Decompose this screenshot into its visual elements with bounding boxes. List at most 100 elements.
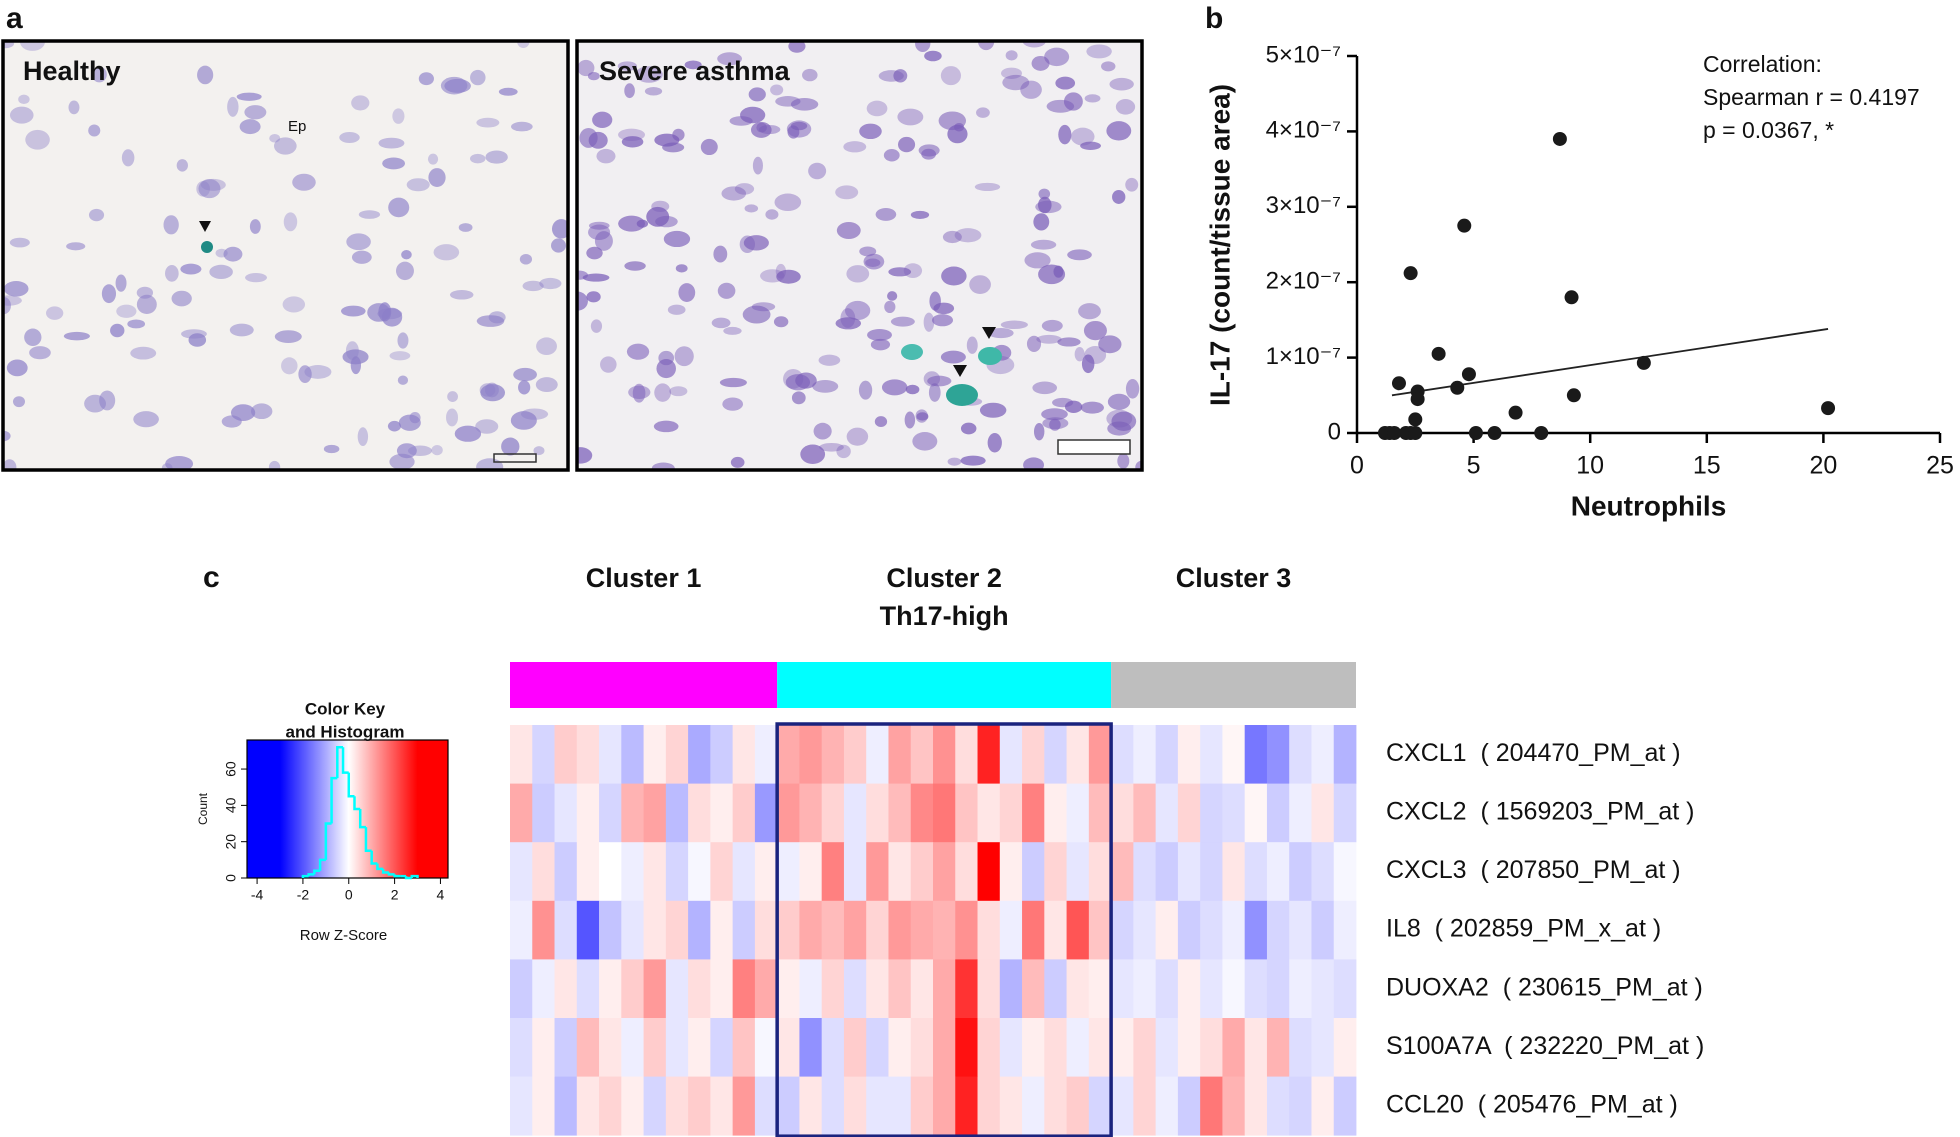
x-tick-label: 0 bbox=[345, 887, 353, 903]
nucleus bbox=[351, 250, 372, 264]
photo-severe bbox=[577, 41, 1142, 470]
nucleus bbox=[398, 414, 421, 431]
nucleus bbox=[292, 173, 316, 191]
nucleus bbox=[927, 375, 952, 387]
nucleus bbox=[711, 317, 731, 329]
nucleus bbox=[136, 294, 157, 315]
heatmap-cell bbox=[1200, 725, 1223, 784]
heatmap-cell bbox=[599, 900, 622, 960]
heatmap-cell bbox=[532, 1018, 555, 1077]
heatmap-cell bbox=[933, 783, 956, 843]
heatmap-cell bbox=[999, 725, 1023, 784]
micrographs: Healthy Ep Severe asthma bbox=[1, 39, 1144, 472]
data-point bbox=[1457, 218, 1472, 233]
nucleus bbox=[3, 295, 22, 306]
y-axis-label: IL-17 (count/tissue area) bbox=[1204, 84, 1235, 406]
heatmap-cell bbox=[888, 900, 912, 960]
nucleus bbox=[812, 379, 839, 393]
heatmap-cell bbox=[510, 959, 533, 1019]
nucleus bbox=[874, 416, 888, 427]
data-point bbox=[1821, 401, 1836, 416]
heatmap-cell bbox=[1177, 959, 1201, 1019]
nucleus bbox=[498, 87, 518, 96]
heatmap-cell bbox=[1133, 1076, 1157, 1136]
row-label: S100A7A ( 232220_PM_at ) bbox=[1386, 1032, 1704, 1060]
annotation: Spearman r = 0.4197 bbox=[1703, 84, 1920, 110]
heatmap-cell bbox=[576, 959, 600, 1019]
nucleus bbox=[770, 84, 784, 96]
heatmap-cell bbox=[621, 1018, 644, 1077]
nucleus bbox=[923, 312, 935, 332]
heatmap-cell bbox=[1177, 1076, 1201, 1136]
nucleus bbox=[846, 427, 869, 446]
nucleus bbox=[1107, 393, 1131, 410]
heatmap-cell bbox=[510, 725, 533, 784]
heatmap-cell bbox=[599, 725, 622, 784]
heatmap-cell bbox=[554, 1018, 578, 1077]
nucleus bbox=[188, 333, 207, 347]
nucleus bbox=[230, 404, 256, 422]
nucleus bbox=[46, 306, 64, 320]
heatmap-cell bbox=[599, 783, 622, 843]
heatmap-cell bbox=[599, 842, 622, 902]
heatmap-cell bbox=[955, 900, 978, 960]
nucleus bbox=[836, 444, 851, 459]
nucleus bbox=[63, 331, 90, 341]
heatmap-cell bbox=[665, 842, 689, 902]
highlight-box bbox=[775, 722, 1113, 1137]
heatmap-cell bbox=[843, 900, 867, 960]
nucleus bbox=[501, 437, 520, 456]
nucleus bbox=[887, 291, 898, 301]
heatmap-cell bbox=[1044, 1018, 1067, 1077]
heatmap-cell bbox=[554, 900, 578, 960]
nucleus bbox=[511, 121, 533, 132]
histogram-step bbox=[301, 874, 309, 878]
heatmap-cell bbox=[1022, 900, 1045, 960]
heatmap-cell bbox=[643, 725, 667, 784]
heatmap-cell bbox=[1066, 900, 1090, 960]
heatmap-cell bbox=[688, 1076, 711, 1136]
heatmap-cell bbox=[1044, 1076, 1067, 1136]
heatmap-cell bbox=[866, 842, 889, 902]
nucleus bbox=[29, 346, 51, 360]
nucleus bbox=[115, 274, 127, 292]
nucleus bbox=[773, 316, 789, 328]
nucleus bbox=[859, 246, 877, 257]
heatmap-cell bbox=[910, 959, 934, 1019]
heatmap-cell bbox=[621, 959, 644, 1019]
annotation: p = 0.0367, * bbox=[1703, 117, 1834, 143]
nucleus bbox=[395, 261, 414, 281]
nucleus bbox=[165, 455, 194, 470]
nucleus bbox=[1084, 94, 1101, 103]
heatmap-cell bbox=[554, 959, 578, 1019]
heatmap-cell bbox=[1333, 1076, 1357, 1136]
nucleus bbox=[600, 356, 617, 373]
nucleus bbox=[9, 106, 34, 124]
nucleus bbox=[1125, 379, 1140, 399]
heatmap-cell bbox=[599, 959, 622, 1019]
heatmap-cell bbox=[799, 959, 823, 1019]
heatmap-cell bbox=[576, 842, 600, 902]
nucleus bbox=[522, 280, 544, 292]
nucleus bbox=[843, 141, 867, 153]
nucleus bbox=[813, 422, 832, 440]
nucleus bbox=[388, 197, 410, 218]
heatmap-cell bbox=[1289, 959, 1312, 1019]
nucleus bbox=[1024, 252, 1051, 269]
heatmap-cell bbox=[621, 842, 644, 902]
nucleus bbox=[298, 365, 312, 384]
heatmap-cell bbox=[1177, 900, 1201, 960]
nucleus bbox=[351, 95, 370, 111]
nucleus bbox=[357, 427, 369, 446]
nucleus bbox=[846, 265, 870, 283]
nucleus bbox=[101, 284, 117, 304]
nucleus bbox=[245, 273, 267, 283]
heatmap-cell bbox=[1088, 959, 1112, 1019]
nucleus bbox=[165, 265, 179, 282]
nucleus bbox=[859, 123, 882, 140]
nucleus bbox=[979, 402, 1007, 418]
x-tick-label: 5 bbox=[1467, 452, 1481, 480]
nucleus bbox=[518, 380, 531, 395]
trend-line bbox=[1391, 328, 1829, 397]
x-tick-label: -4 bbox=[251, 887, 264, 903]
